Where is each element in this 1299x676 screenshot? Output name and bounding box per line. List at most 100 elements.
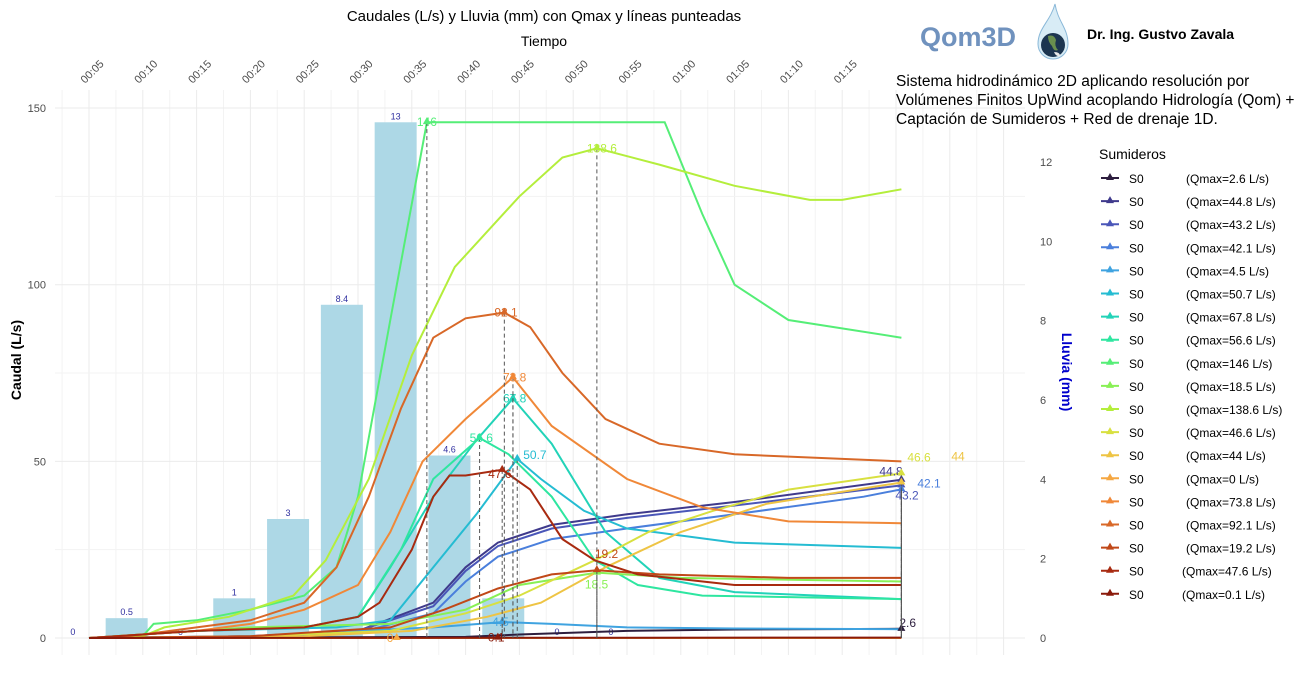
qmax-label: 47.6: [488, 467, 512, 481]
legend-item: S0(Qmax=56.6 L/s): [1101, 334, 1276, 348]
x-tick-label: 01:15: [832, 58, 860, 86]
legend-item: S0 (Qmax=138.6 L/s): [1101, 403, 1282, 417]
legend-qmax: (Qmax=50.7 L/s): [1186, 288, 1276, 302]
header: Qom3D Dr. Ing. Gustvo Zavala Sistema hid…: [896, 4, 1294, 128]
legend-series-name: S0: [1129, 357, 1144, 371]
qmax-label: 146: [417, 115, 437, 129]
x-tick-label: 01:05: [724, 58, 752, 86]
rain-bar-label: 0.5: [120, 607, 133, 617]
y2-tick-label: 2: [1040, 554, 1046, 566]
y-tick-label: 0: [40, 633, 46, 645]
legend-item: S0(Qmax=146 L/s): [1101, 357, 1272, 371]
legend-item: S0 (Qmax=18.5 L/s): [1101, 380, 1276, 394]
x-tick-label: 00:15: [186, 58, 214, 86]
logo-text: Qom3D: [920, 22, 1016, 52]
legend-triangle-icon: [1106, 473, 1114, 480]
qmax-label: 50.7: [523, 448, 547, 462]
qmax-label: 92.1: [494, 306, 518, 320]
description-line-2: Volúmenes Finitos UpWind acoplando Hidro…: [896, 92, 1294, 109]
legend-item: S0(Qmax=67.8 L/s): [1101, 311, 1276, 325]
legend-triangle-icon: [1106, 404, 1114, 411]
qmax-label: 0: [387, 631, 394, 645]
qmax-label: 4.5: [492, 615, 509, 629]
x-tick-label: 00:20: [240, 58, 268, 86]
y-tick-label: 150: [28, 103, 46, 115]
legend-series-name: S0: [1129, 218, 1144, 232]
legend-triangle-icon: [1106, 173, 1114, 180]
legend-qmax: (Qmax=19.2 L/s): [1186, 542, 1276, 556]
qmax-label: 46.6: [907, 450, 931, 464]
legend-series-name: S0: [1129, 264, 1144, 278]
legend-triangle-icon: [1106, 589, 1114, 596]
legend-qmax: (Qmax=73.8 L/s): [1186, 495, 1276, 509]
author-name: Dr. Ing. Gustvo Zavala: [1087, 26, 1234, 42]
legend-series-name: S0: [1129, 380, 1144, 394]
legend-series-name: S0: [1129, 172, 1144, 186]
legend-item: S0(Qmax=19.2 L/s): [1101, 542, 1276, 556]
legend-qmax: (Qmax=18.5 L/s): [1186, 380, 1276, 394]
y2-tick-label: 8: [1040, 316, 1046, 328]
legend-item: S0(Qmax=4.5 L/s): [1101, 264, 1269, 278]
qmax-label: 44: [951, 450, 965, 464]
legend-series-name: S0: [1129, 288, 1144, 302]
legend-triangle-icon: [1106, 196, 1114, 203]
chart-title: Caudales (L/s) y Lluvia (mm) con Qmax y …: [347, 8, 741, 25]
qmax-label: 2.6: [899, 616, 916, 630]
x-tick-label: 00:25: [294, 58, 322, 86]
y2-tick-label: 0: [1040, 633, 1046, 645]
legend-triangle-icon: [1106, 381, 1114, 388]
x-tick-label: 00:40: [455, 58, 483, 86]
legend-triangle-icon: [1106, 496, 1114, 503]
legend-item: S0(Qmax=43.2 L/s): [1101, 218, 1276, 232]
legend-series-name: S0: [1129, 588, 1144, 602]
legend: Sumideros S0(Qmax=2.6 L/s)S0(Qmax=44.8 L…: [1099, 146, 1282, 602]
y2-tick-label: 4: [1040, 474, 1046, 486]
y2-tick-label: 12: [1040, 157, 1052, 169]
legend-item: S0(Qmax=46.6 L/s): [1101, 426, 1276, 440]
legend-triangle-icon: [1106, 265, 1114, 272]
legend-triangle-icon: [1106, 219, 1114, 226]
qmax-label: 73.8: [503, 370, 527, 384]
x-tick-label: 00:10: [132, 58, 160, 86]
y2-tick-label: 6: [1040, 395, 1046, 407]
legend-series-name: S0: [1129, 495, 1144, 509]
rain-bar-label: 3: [286, 508, 291, 518]
legend-triangle-icon: [1106, 335, 1114, 342]
grid: [55, 90, 1025, 655]
legend-item: S0(Qmax=2.6 L/s): [1101, 172, 1269, 186]
y-axis-label: Caudal (L/s): [8, 320, 24, 400]
legend-item: S0(Qmax=0.1 L/s): [1101, 588, 1265, 602]
description-line-3: Captación de Sumideros + Red de drenaje …: [896, 111, 1218, 128]
legend-series-name: S0: [1129, 195, 1144, 209]
legend-triangle-icon: [1106, 312, 1114, 319]
y-tick-label: 100: [28, 280, 46, 292]
legend-triangle-icon: [1106, 289, 1114, 296]
legend-qmax: (Qmax=44.8 L/s): [1186, 195, 1276, 209]
legend-qmax: (Qmax=46.6 L/s): [1186, 426, 1276, 440]
water-drop-globe-icon: [1038, 4, 1068, 59]
legend-qmax: (Qmax=138.6 L/s): [1186, 403, 1282, 417]
x-tick-label: 00:30: [348, 58, 376, 86]
x-tick-label: 00:55: [617, 58, 645, 86]
rain-bar-label: 1: [232, 587, 237, 597]
x-tick-label: 01:10: [778, 58, 806, 86]
legend-triangle-icon: [1106, 242, 1114, 249]
qmax-label: 19.2: [595, 547, 619, 561]
legend-item: S0 (Qmax=44.8 L/s): [1101, 195, 1276, 209]
legend-qmax: (Qmax=44 L/s): [1186, 449, 1266, 463]
series-line: [89, 122, 901, 638]
qmax-label: 56.6: [470, 431, 494, 445]
rain-bar: [375, 122, 417, 638]
legend-series-name: S0: [1129, 403, 1144, 417]
legend-series-name: S0: [1129, 311, 1144, 325]
rain-bar-label: 4.6: [443, 445, 456, 455]
rain-bar: [321, 305, 363, 638]
legend-item: S0(Qmax=47.6 L/s): [1101, 565, 1272, 579]
legend-item: S0(Qmax=92.1 L/s): [1101, 519, 1276, 533]
qmax-marker: [513, 454, 521, 461]
legend-item: S0 (Qmax=50.7 L/s): [1101, 288, 1276, 302]
rain-bar: [267, 519, 309, 638]
x-tick-label: 00:45: [509, 58, 537, 86]
rain-bar-label: 13: [391, 111, 401, 121]
